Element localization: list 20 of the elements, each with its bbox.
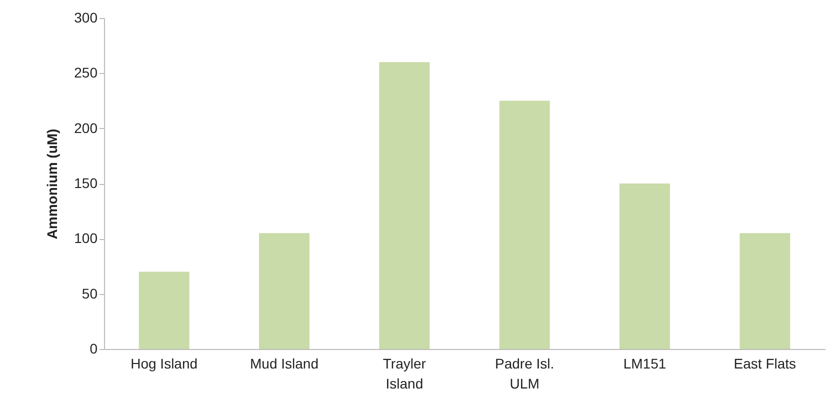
y-tick-label: 0 (90, 340, 98, 356)
y-axis-title: Ammonium (uM) (44, 128, 60, 240)
y-tick-label: 50 (82, 285, 98, 302)
bar (259, 233, 310, 349)
bar (620, 184, 670, 349)
bar (499, 100, 550, 349)
y-tick-label: 200 (74, 120, 98, 136)
y-tick-label: 100 (74, 230, 98, 246)
y-tick-label: 300 (74, 10, 98, 26)
x-tick-label: Padre Isl. ULM (495, 356, 554, 392)
x-tick-label: Trayler Island (382, 356, 426, 392)
x-tick-label: Mud Island (250, 356, 318, 372)
bar (740, 233, 790, 349)
x-tick-label: LM151 (623, 356, 666, 372)
y-tick-label: 250 (74, 64, 98, 81)
y-tick-label: 150 (74, 175, 98, 191)
x-tick-label: Hog Island (130, 356, 198, 372)
x-tick-label: East Flats (734, 356, 796, 372)
bar (379, 62, 430, 349)
bar (138, 272, 190, 349)
